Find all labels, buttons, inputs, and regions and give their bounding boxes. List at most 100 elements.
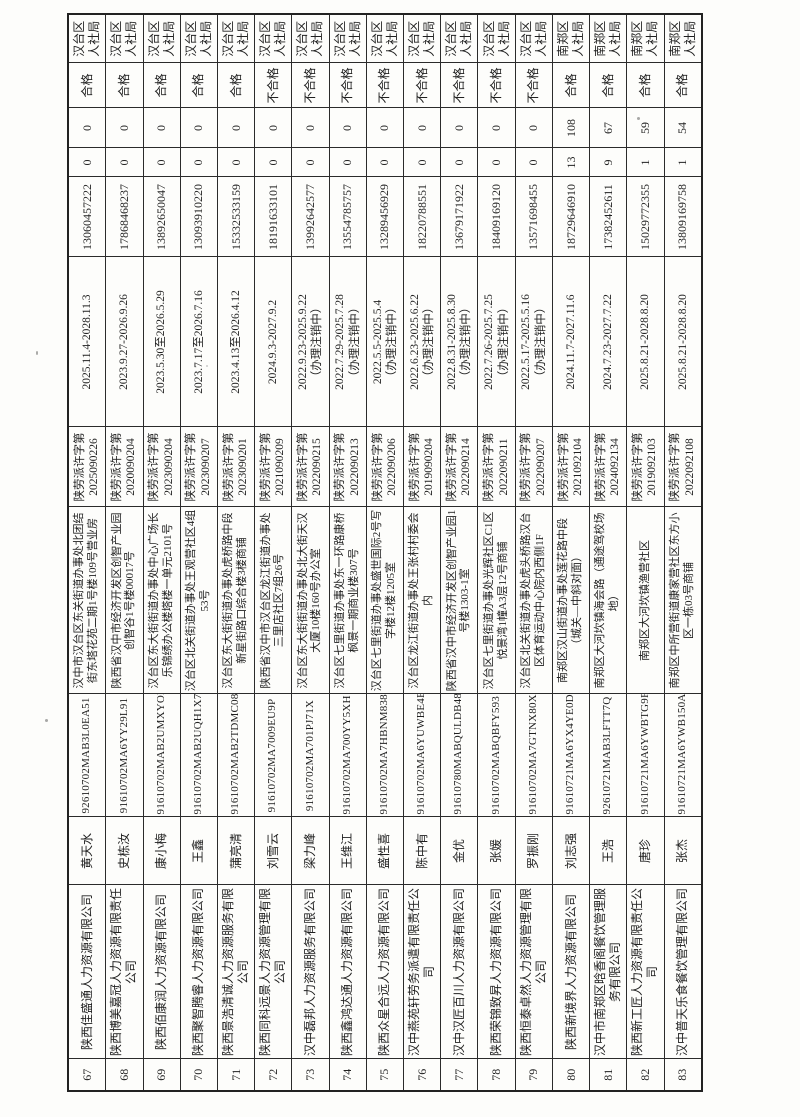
count-b-cell: 0 (440, 148, 478, 177)
count-a-cell: 67 (589, 108, 627, 148)
credit-code-cell: 91610702MA7HBNM838 (366, 694, 404, 817)
address-cell: 汉台区七里街道办事处盛世国际2号写字楼12楼1205室 (366, 507, 404, 694)
table-row: 67 陕西佳盛通人力资源有限公司 黄天水 92610702MAB3L0EA51 汉中市汉… (68, 14, 106, 1091)
license-number-cell: 陕劳派许字第 2021090209 (254, 427, 292, 507)
legal-person-cell: 刘雪云 (254, 817, 292, 885)
validity-period-cell: 2022.9.23-2025.9.22 （办理注销中） (291, 257, 330, 427)
license-no-line: 2019090204 (423, 438, 436, 496)
address-cell: 南郑区大河坎镇渔营社区 (626, 507, 665, 694)
license-no-line: 2025090226 (88, 438, 101, 496)
license-no-line: 2021092104 (572, 438, 585, 496)
credit-code-cell: 91610702MAB2TDMC08 (217, 694, 255, 817)
license-number-cell: 陕劳派许字第 2019090204 (403, 427, 441, 507)
company-name-cell: 陕西鑫鸿达通人力资源有限公司 (329, 885, 367, 1059)
count-a-cell: 59 (626, 108, 665, 148)
validity-period-cell: 2023.7.17至2026.7.16 (180, 257, 218, 427)
phone-cell: 13571698455 (515, 177, 553, 257)
validity-line: 2024.7.23-2027.7.22 (602, 294, 615, 390)
annual-review-result-cell: 不合格 (515, 63, 553, 108)
bureau-cell: 汉台区人社局 (217, 14, 255, 63)
credit-code-cell: 91610702MA700YY5XH (329, 694, 367, 817)
address-cell: 汉中市汉台区东关街道办事处北团结街东塔花苑二期1号楼109号营业房 (68, 507, 106, 694)
count-a-cell: 0 (477, 108, 516, 148)
address-cell: 汉台区龙江街道办事处王张村村委会内 (403, 507, 441, 694)
company-name-cell: 陕西新工匠人力资源有限责任公司 (626, 885, 665, 1059)
phone-cell: 13679171922 (440, 177, 478, 257)
bureau-cell: 汉台区人社局 (105, 14, 143, 63)
license-prefix-line: 陕劳派许字第 (632, 432, 645, 502)
phone-cell: 18220788551 (403, 177, 441, 257)
bureau-cell: 南郑区人社局 (664, 14, 702, 63)
count-b-cell: 9 (589, 148, 627, 177)
credit-code-cell: 92610721MAB3LFTT7Q (589, 694, 627, 817)
count-b-cell: 0 (291, 148, 330, 177)
annual-review-result-cell: 合格 (664, 63, 702, 108)
serial-cell: 80 (552, 1059, 590, 1091)
phone-cell: 13892650047 (143, 177, 181, 257)
legal-person-cell: 王鑫 (180, 817, 218, 885)
phone-cell: 13554785757 (329, 177, 367, 257)
license-prefix-line: 陕劳派许字第 (408, 432, 421, 502)
bureau-cell: 汉台区人社局 (366, 14, 404, 63)
address-cell: 汉台区东大街街道办事处虎桥路中段新星街路口综合楼3楼商铺 (217, 507, 255, 694)
count-b-cell: 0 (105, 148, 143, 177)
validity-line: 2024.9.3-2027.9.2 (267, 299, 280, 385)
address-cell: 汉台区东大街街道办事处北大街天汉大厦10楼160号办公室 (291, 507, 330, 694)
count-b-cell: 0 (68, 148, 106, 177)
count-b-cell: 0 (254, 148, 292, 177)
count-a-cell: 0 (68, 108, 106, 148)
company-name-cell: 陕西同科远景人力资源管理有限公司 (254, 885, 292, 1059)
count-a-cell: 0 (366, 108, 404, 148)
validity-period-cell: 2022.6.23-2025.6.22 （办理注销中） (403, 257, 441, 427)
serial-cell: 77 (440, 1059, 478, 1091)
license-number-cell: 陕劳派许字第 2022090213 (329, 427, 367, 507)
address-cell: 汉台区东大街街道办事处中心广场长乐锦绣办公楼塔楼一单元2101号 (143, 507, 181, 694)
validity-line: 2022.7.26-2025.7.25 (483, 294, 496, 390)
annual-review-result-cell: 合格 (217, 63, 255, 108)
table-row: 70 陕西聚智腾睿人力资源有限公司 王鑫 91610702MAB2UQH1X7 汉台区北… (180, 14, 218, 1091)
license-prefix-line: 陕劳派许字第 (73, 432, 86, 502)
license-prefix-line: 陕劳派许字第 (148, 432, 161, 502)
address-cell: 汉台区七里街道办事处东一环路康桥枫景一期商业楼307号 (329, 507, 367, 694)
license-number-cell: 陕劳派许字第 2022090207 (515, 427, 553, 507)
bureau-cell: 汉台区人社局 (143, 14, 181, 63)
validity-period-cell: 2023.5.30至2026.5.29 (143, 257, 181, 427)
validity-note-line: （办理注销中） (385, 301, 398, 383)
validity-period-cell: 2025.8.21-2028.8.20 (664, 257, 702, 427)
validity-note-line: （办理注销中） (348, 301, 361, 383)
phone-cell: 17868468237 (105, 177, 143, 257)
validity-line: 2025.8.21-2028.8.20 (676, 294, 689, 390)
annual-review-result-cell: 合格 (68, 63, 106, 108)
license-prefix-line: 陕劳派许字第 (594, 432, 607, 502)
bureau-cell: 汉台区人社局 (68, 14, 106, 63)
credit-code-cell: 91610702MAB2UQH1X7 (180, 694, 218, 817)
company-name-cell: 陕西佰康润人力资源有限公司 (143, 885, 181, 1059)
license-number-cell: 陕劳派许字第 2022092108 (664, 427, 702, 507)
phone-cell: 15029772355 (626, 177, 665, 257)
count-a-cell: 0 (217, 108, 255, 148)
serial-cell: 70 (180, 1059, 218, 1091)
company-name-cell: 陕西恒泰卓然人力资源管理有限公司 (515, 885, 553, 1059)
license-no-line: 2020090204 (125, 438, 138, 496)
license-number-cell: 陕劳派许字第 2025090226 (68, 427, 106, 507)
labor-dispatch-license-table: 67 陕西佳盛通人力资源有限公司 黄天水 92610702MAB3L0EA51 汉中市汉… (67, 13, 703, 1092)
license-number-cell: 陕劳派许字第 2023090201 (217, 427, 255, 507)
license-number-cell: 陕劳派许字第 2023090207 (180, 427, 218, 507)
legal-person-cell: 陈中有 (403, 817, 441, 885)
count-a-cell: 0 (291, 108, 330, 148)
table-row: 68 陕西博美嘉冠人力资源有限责任公司 史栋汝 91610702MA6YY29L91 陕… (105, 14, 143, 1091)
legal-person-cell: 刘志强 (552, 817, 590, 885)
table-row: 69 陕西佰康润人力资源有限公司 康小梅 91610702MAB2UMXYOR 汉台区东… (143, 14, 181, 1091)
count-b-cell: 0 (180, 148, 218, 177)
table-row: 74 陕西鑫鸿达通人力资源有限公司 王维江 91610702MA700YY5XH 汉台区… (329, 14, 367, 1091)
bureau-cell: 汉台区人社局 (180, 14, 218, 63)
annual-review-result-cell: 合格 (589, 63, 627, 108)
credit-code-cell: 91610780MABQULDB48 (440, 694, 478, 817)
license-no-line: 2024092134 (609, 438, 622, 496)
rotated-table-area: 67 陕西佳盛通人力资源有限公司 黄天水 92610702MAB3L0EA51 汉中市汉… (67, 13, 703, 1092)
phone-cell: 18729646910 (552, 177, 590, 257)
company-name-cell: 汉中市南郑区晗香阁餐饮管理服务有限公司 (589, 885, 627, 1059)
bureau-cell: 汉台区人社局 (440, 14, 478, 63)
credit-code-cell: 92610702MAB3L0EA51 (68, 694, 106, 817)
validity-note-line: （办理注销中） (497, 301, 510, 383)
